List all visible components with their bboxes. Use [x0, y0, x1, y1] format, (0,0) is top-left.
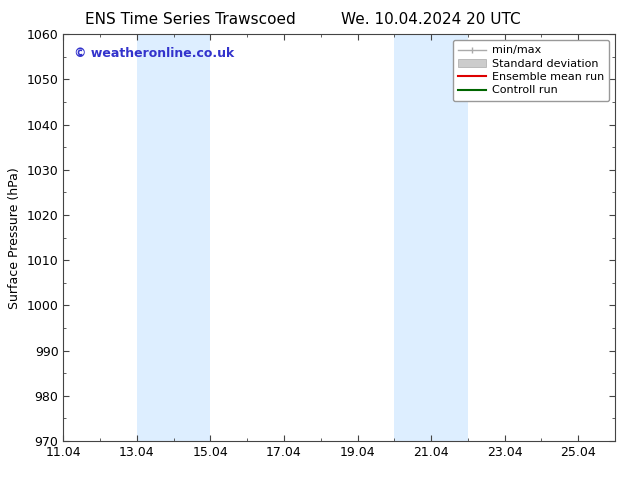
Text: ENS Time Series Trawscoed: ENS Time Series Trawscoed	[85, 12, 295, 27]
Y-axis label: Surface Pressure (hPa): Surface Pressure (hPa)	[8, 167, 21, 309]
Legend: min/max, Standard deviation, Ensemble mean run, Controll run: min/max, Standard deviation, Ensemble me…	[453, 40, 609, 101]
Text: © weatheronline.co.uk: © weatheronline.co.uk	[74, 47, 235, 59]
Bar	[394, 34, 468, 441]
Bar	[137, 34, 210, 441]
Text: We. 10.04.2024 20 UTC: We. 10.04.2024 20 UTC	[341, 12, 521, 27]
